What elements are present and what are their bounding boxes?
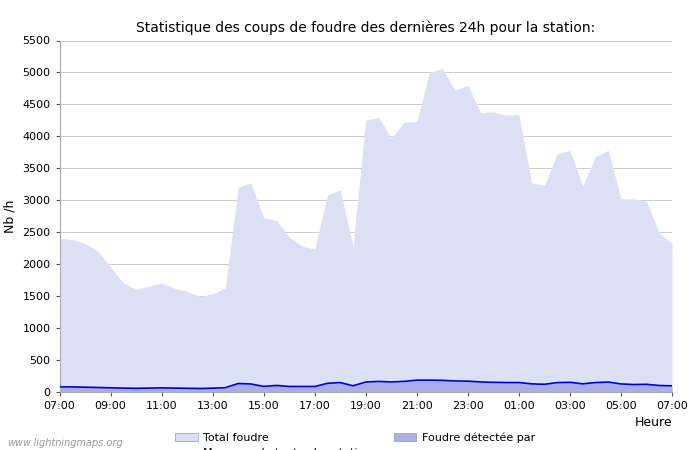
Text: www.lightningmaps.org: www.lightningmaps.org: [7, 438, 122, 448]
Y-axis label: Nb /h: Nb /h: [4, 199, 17, 233]
Text: Heure: Heure: [634, 416, 672, 429]
Title: Statistique des coups de foudre des dernières 24h pour la station:: Statistique des coups de foudre des dern…: [136, 21, 596, 35]
Legend: Total foudre, Moyenne de toutes les stations, Foudre détectée par: Total foudre, Moyenne de toutes les stat…: [175, 432, 535, 450]
